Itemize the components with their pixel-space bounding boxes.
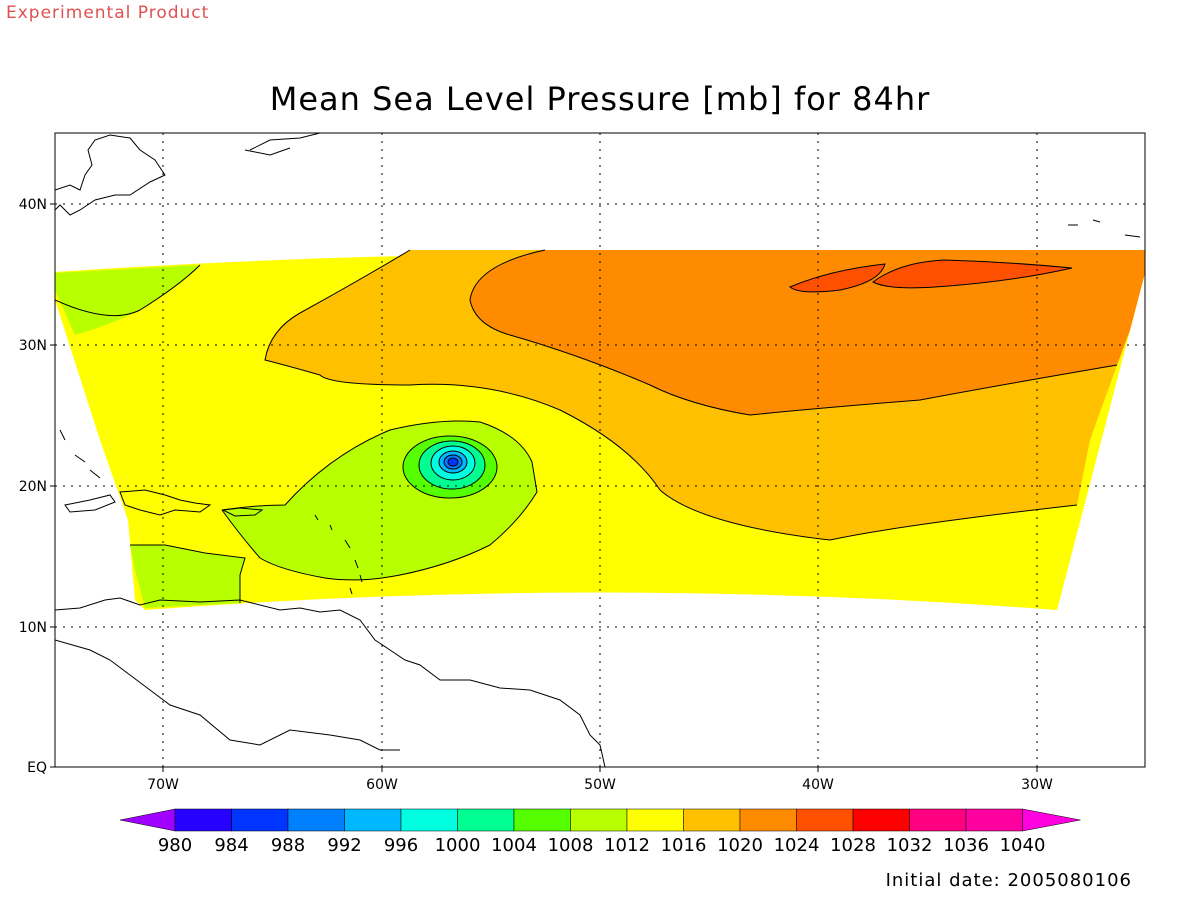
colorbar-swatch [513,808,571,832]
x-tick-label: 60W [366,777,398,793]
experimental-product-label: Experimental Product [6,3,210,23]
contour-fill-1008-sw [130,545,245,608]
colorbar-level-label: 992 [327,835,361,856]
colorbar-level-label: 1028 [830,835,876,856]
colorbar-swatch [457,808,515,832]
colorbar-level-label: 996 [384,835,418,856]
colorbar-level-label: 984 [214,835,248,856]
initial-date: Initial date: 2005080106 [885,870,1132,891]
y-tick-label: 30N [19,338,47,354]
coastline-bahamas [59,429,101,479]
y-tick-label: EQ [27,760,47,776]
colorbar-swatch [570,808,628,832]
y-tick-label: 20N [19,479,47,495]
grid-lines [55,133,1145,767]
colorbar-swatch [852,808,910,832]
colorbar-swatch [909,808,967,832]
colorbar-level-label: 1000 [435,835,481,856]
coastline-azores [1068,219,1141,238]
colorbar-swatch [626,808,684,832]
y-tick-label: 10N [19,620,47,636]
pressure-field [55,133,1145,767]
coastlines [55,133,1141,767]
x-tick-label: 40W [802,777,834,793]
x-axis-ticks: 70W 60W 50W 40W 30W [147,767,1053,793]
colorbar-labels: 980 984 988 992 996 1000 1004 1008 1012 1016 1020 1… [158,835,1046,856]
y-axis-ticks: EQ 10N 20N 30N 40N [19,197,55,776]
colorbar-level-label: 1040 [1000,835,1046,856]
contour-fill-984 [448,458,458,466]
colorbar-arrow-high [1022,808,1081,832]
y-tick-label: 40N [19,197,47,213]
map-title: Mean Sea Level Pressure [mb] for 84hr [269,80,931,118]
contour-lines [55,249,1118,603]
colorbar-swatch [739,808,797,832]
x-tick-label: 70W [147,777,179,793]
colorbar-level-label: 988 [271,835,305,856]
contour-fill-1008-nw [55,265,200,335]
x-tick-label: 50W [584,777,616,793]
coastline-cuba [64,494,116,513]
colorbar-level-label: 980 [158,835,192,856]
colorbar-level-label: 1024 [774,835,820,856]
contour-fill-1024-b [873,260,1072,288]
colorbar-swatch [400,808,458,832]
colorbar-level-label: 1012 [604,835,650,856]
coastline-north-america [55,134,166,216]
colorbar-level-label: 1032 [887,835,933,856]
colorbar-level-label: 1016 [661,835,707,856]
colorbar-swatch [231,808,289,832]
colorbar-swatch [796,808,854,832]
colorbar-swatch [174,808,232,832]
colorbar-swatch [965,808,1023,832]
coastline-lesser-antilles [314,514,363,595]
colorbar-level-label: 1008 [548,835,594,856]
coastline-puerto-rico [221,507,264,517]
colorbar-swatch [287,808,345,832]
colorbar-swatch [344,808,402,832]
colorbar-level-label: 1036 [943,835,989,856]
colorbar-level-label: 1004 [491,835,537,856]
contour-fill-1024-a [790,264,885,292]
colorbar-level-label: 1020 [717,835,763,856]
contour-fill-1020 [470,250,1145,415]
x-tick-label: 30W [1021,777,1053,793]
colorbar-arrow-low [119,808,176,832]
colorbar-swatch [683,808,741,832]
coastline-hispaniola [119,489,212,516]
colorbar [119,808,1081,832]
coastline-nova-scotia [244,133,321,156]
coastline-south-america [55,597,606,767]
